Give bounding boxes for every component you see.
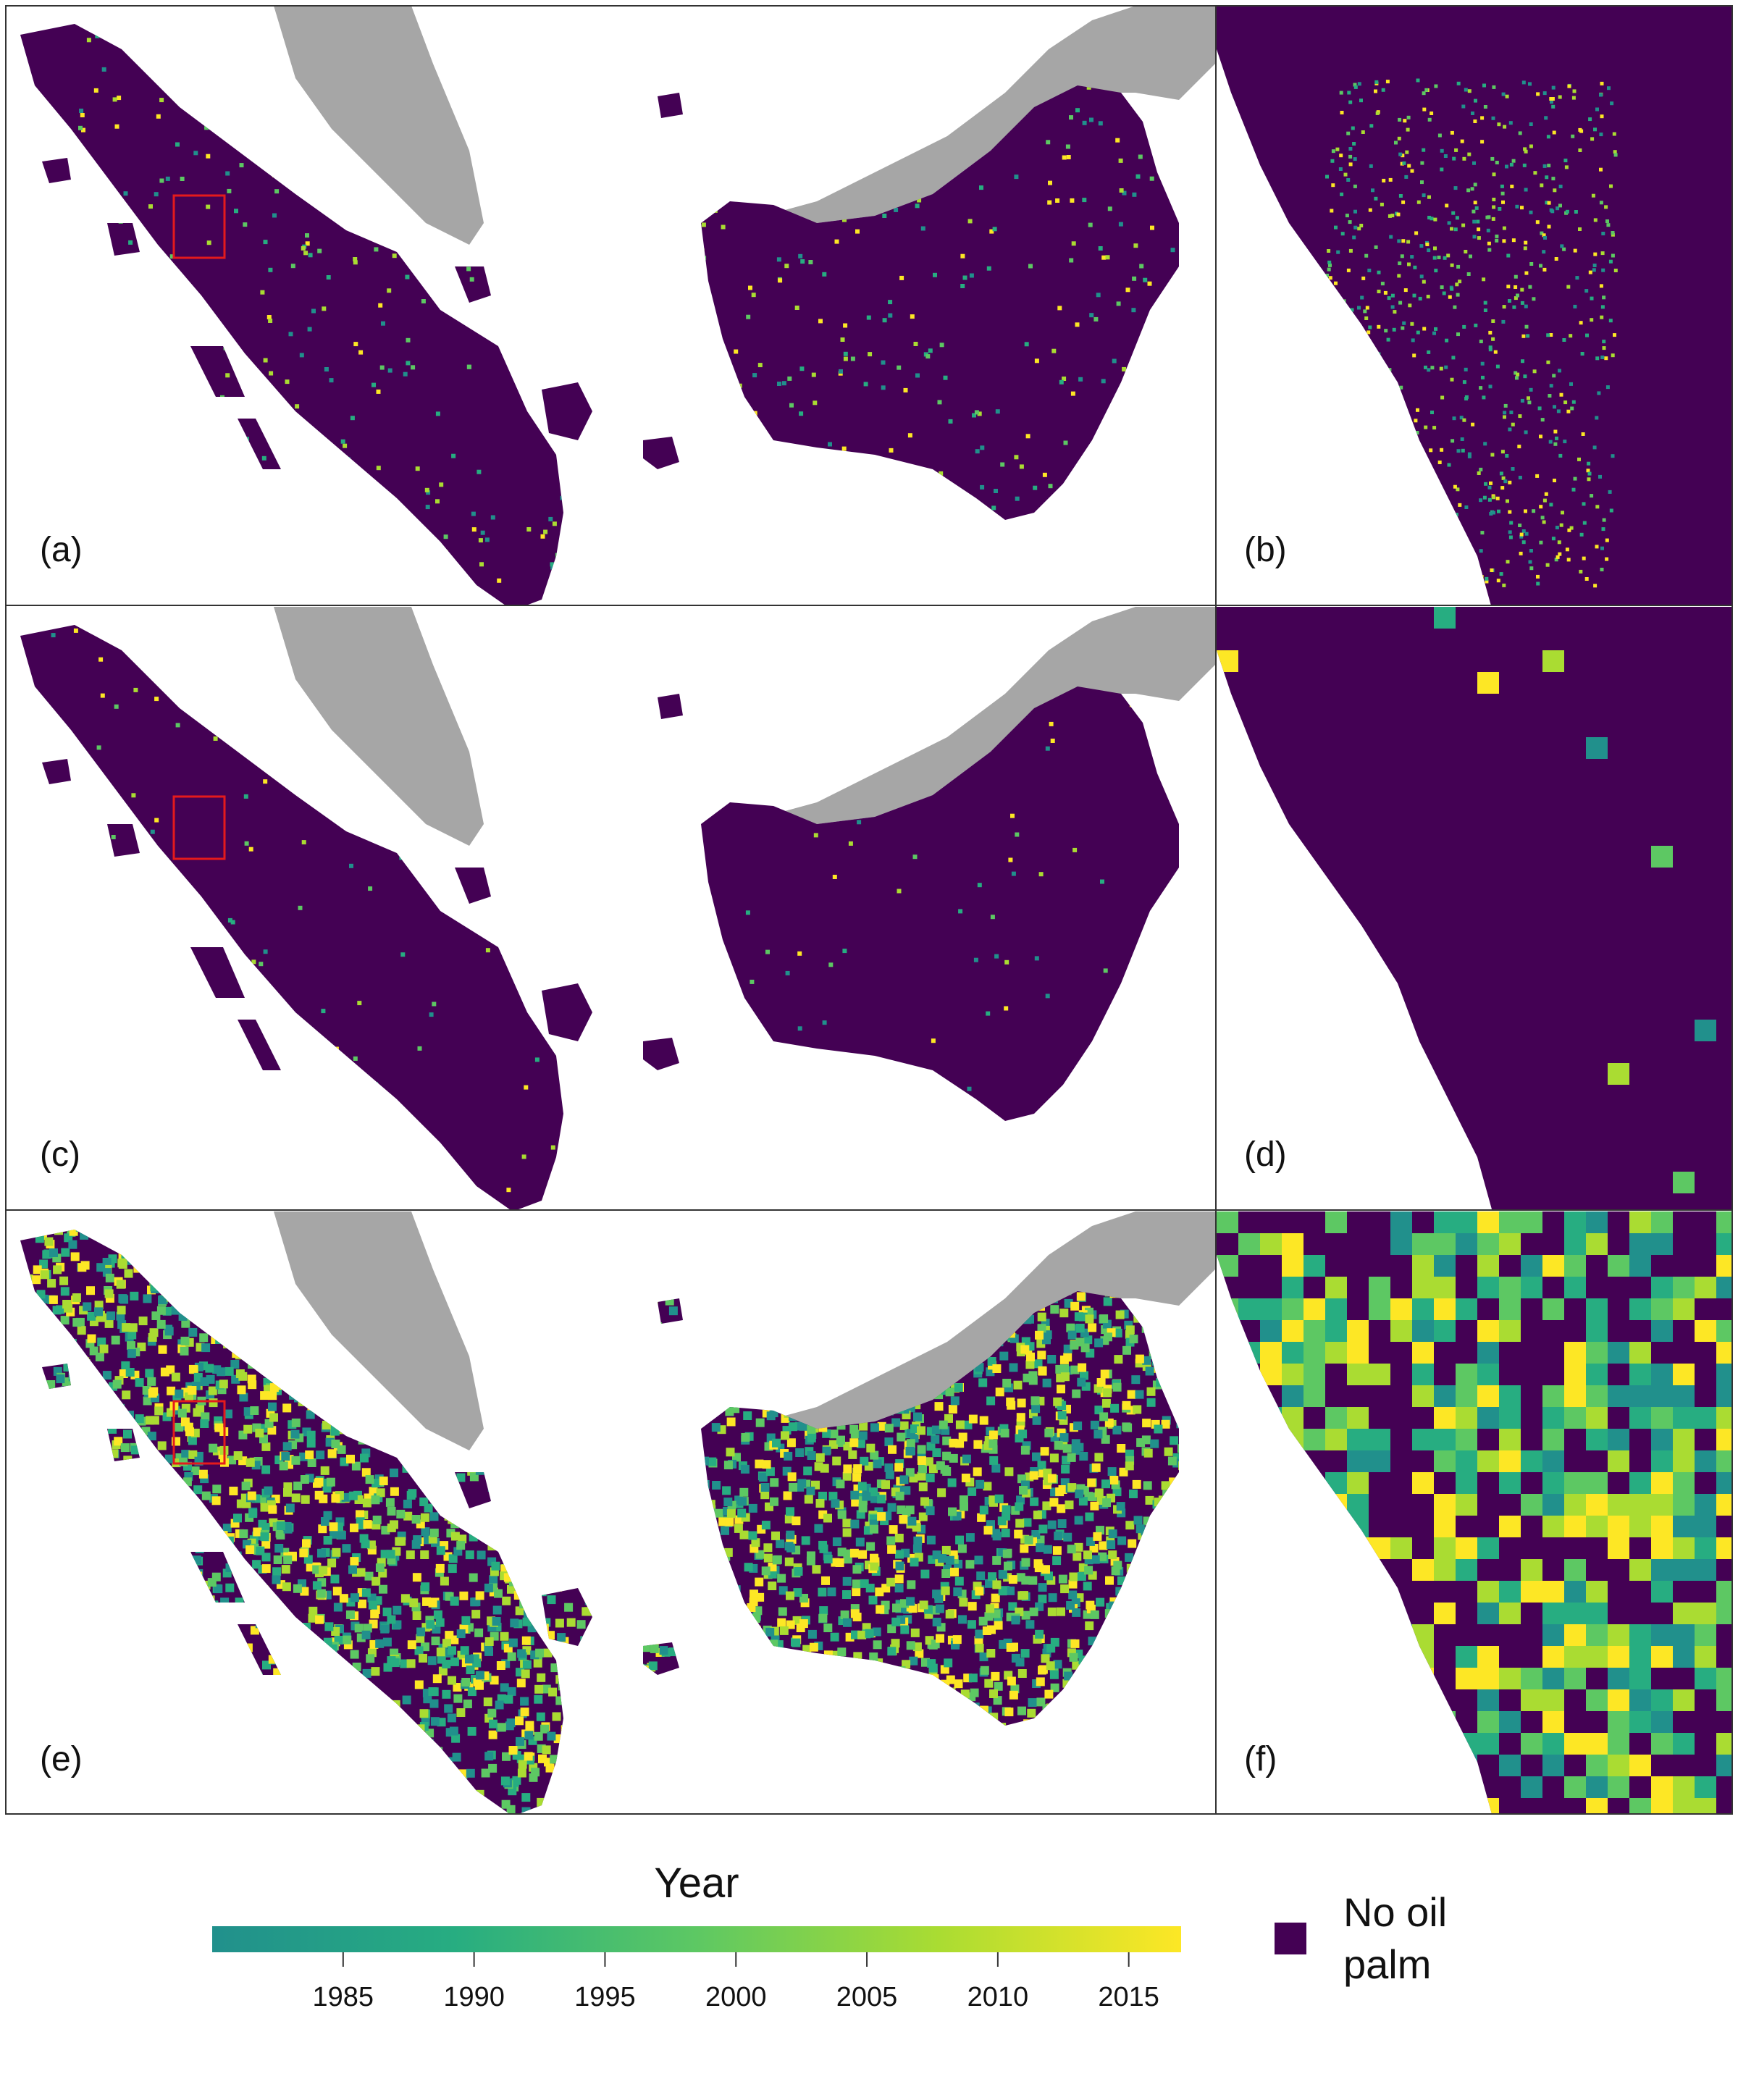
panel-b-label: (b) bbox=[1244, 531, 1287, 569]
colorbar-tick-label: 2000 bbox=[705, 1982, 767, 2012]
figure-outer-frame bbox=[5, 5, 1733, 1815]
colorbar-tick-label: 1995 bbox=[574, 1982, 636, 2012]
panel-f-zoom-map bbox=[1217, 1211, 1732, 1814]
panel-c-label: (c) bbox=[40, 1135, 80, 1174]
panel-a-label: (a) bbox=[40, 531, 83, 569]
no-oil-palm-swatch bbox=[1275, 1923, 1306, 1954]
colorbar-tick-label: 1985 bbox=[313, 1982, 374, 2012]
no-oil-palm-label-line1: No oil bbox=[1343, 1889, 1447, 1935]
colorbar-tick-label: 2010 bbox=[967, 1982, 1029, 2012]
legend-title: Year bbox=[654, 1860, 739, 1907]
colorbar-ticks: 1985 1990 1995 2000 2005 2010 2015 bbox=[313, 1952, 1159, 2012]
panel-f-label: (f) bbox=[1244, 1740, 1277, 1778]
panel-e-map bbox=[20, 1211, 1215, 1814]
colorbar-tick-label: 1990 bbox=[443, 1982, 505, 2012]
panel-c-map bbox=[20, 607, 1215, 1209]
panel-d-label: (d) bbox=[1244, 1135, 1287, 1174]
colorbar-tick-label: 2005 bbox=[836, 1982, 898, 2012]
panel-d-zoom-map bbox=[1217, 607, 1732, 1209]
panel-a-map bbox=[20, 6, 1215, 605]
year-colorbar-legend: Year 1985 1990 1995 2000 2005 2010 2015 bbox=[212, 1860, 1181, 2012]
panel-b-zoom-map bbox=[1217, 6, 1732, 605]
no-oil-palm-legend: No oil palm bbox=[1275, 1889, 1447, 1987]
no-oil-palm-label-line2: palm bbox=[1343, 1941, 1431, 1987]
panel-e-label: (e) bbox=[40, 1740, 83, 1778]
colorbar-tick-label: 2015 bbox=[1098, 1982, 1159, 2012]
year-colorbar bbox=[212, 1926, 1181, 1952]
